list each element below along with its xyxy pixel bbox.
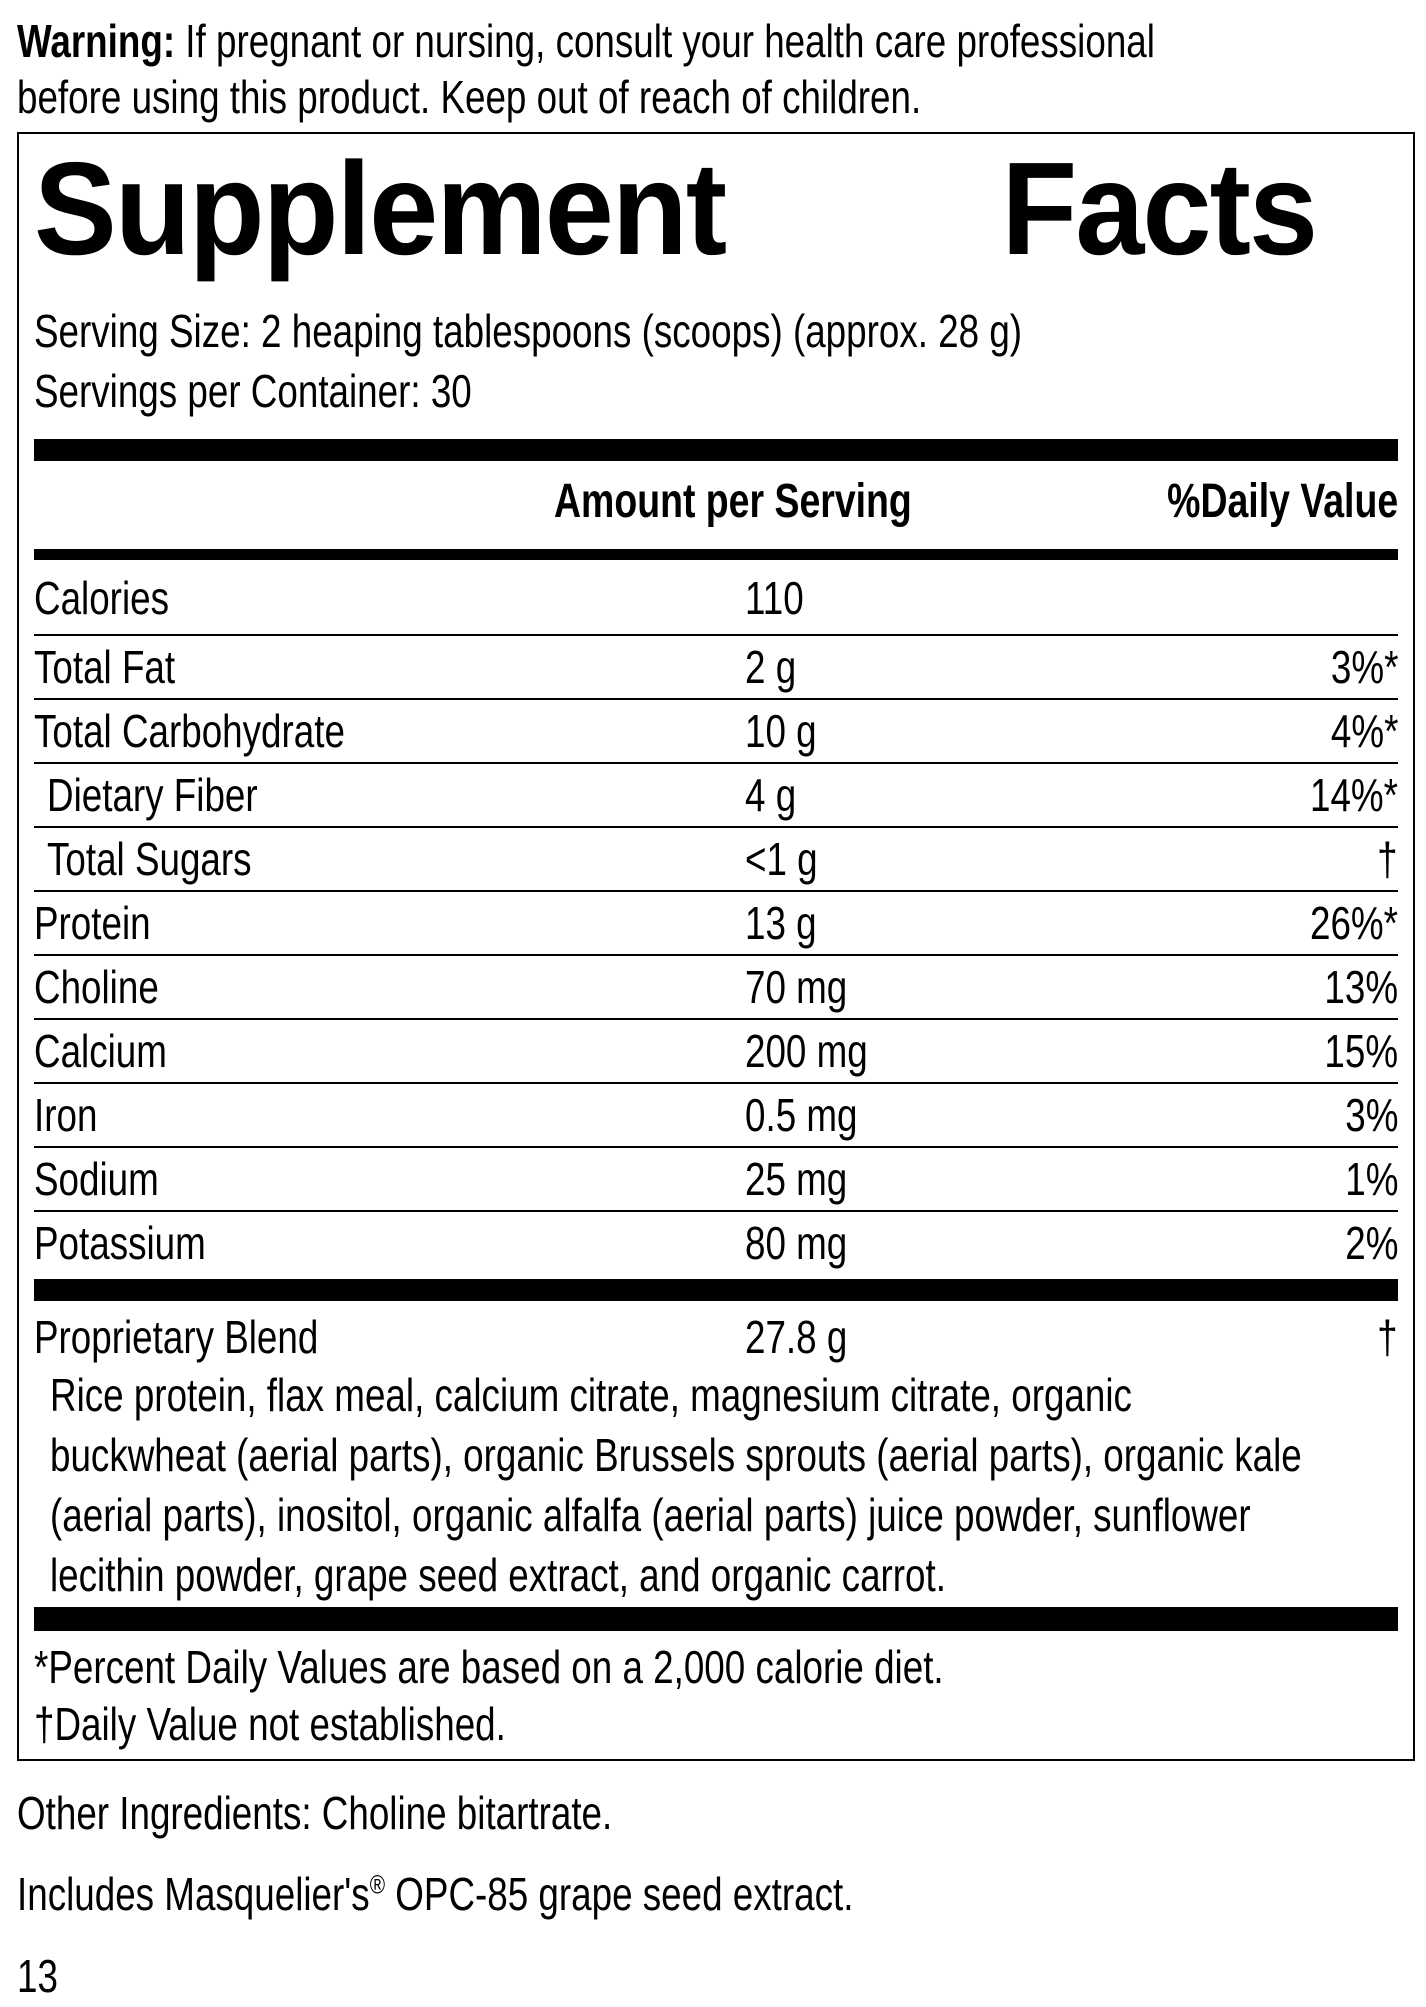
- registered-mark: ®: [369, 1869, 386, 1900]
- medium-divider: [34, 549, 1398, 560]
- thick-divider: [34, 1279, 1398, 1301]
- includes-note: Includes Masquelier's® OPC-85 grape seed…: [17, 1871, 853, 1917]
- nutrient-amount: 10 g: [745, 705, 817, 757]
- nutrient-daily-value: 1%: [1344, 1153, 1398, 1205]
- nutrient-name: Total Sugars: [47, 833, 252, 885]
- nutrient-name: Protein: [34, 897, 151, 949]
- ingredient-line: (aerial parts), inositol, organic alfalf…: [50, 1489, 1251, 1541]
- row-divider: [34, 762, 1398, 764]
- nutrient-daily-value: 3%*: [1330, 641, 1398, 693]
- nutrient-name: Choline: [34, 961, 159, 1013]
- supplement-facts-panel: Supplement Facts Serving Size: 2 heaping…: [17, 132, 1415, 1761]
- nutrient-amount: 70 mg: [745, 961, 848, 1013]
- title-word-facts: Facts: [1001, 134, 1318, 282]
- nutrient-amount: 0.5 mg: [745, 1089, 858, 1141]
- page-number: 13: [17, 1950, 58, 2002]
- ingredient-line: lecithin powder, grape seed extract, and…: [50, 1549, 946, 1601]
- nutrient-name: Total Fat: [34, 641, 176, 693]
- nutrient-daily-value: †: [1377, 833, 1398, 885]
- nutrient-name: Calcium: [34, 1025, 167, 1077]
- nutrient-daily-value: 15%: [1324, 1025, 1398, 1077]
- warning-text-1: If pregnant or nursing, consult your hea…: [185, 15, 1155, 67]
- nutrient-amount: 4 g: [745, 769, 797, 821]
- blend-daily-value: †: [1377, 1311, 1398, 1363]
- warning-line-1: Warning: If pregnant or nursing, consult…: [17, 18, 1155, 64]
- row-divider: [34, 890, 1398, 892]
- row-divider: [34, 954, 1398, 956]
- includes-text-rest: OPC-85 grape seed extract.: [385, 1868, 854, 1920]
- warning-line-2: before using this product. Keep out of r…: [17, 71, 922, 123]
- header-amount-per-serving: Amount per Serving: [554, 475, 912, 528]
- nutrient-daily-value: 4%*: [1330, 705, 1398, 757]
- row-divider: [34, 1018, 1398, 1020]
- nutrient-amount: 2 g: [745, 641, 797, 693]
- footnote-percent-dv: *Percent Daily Values are based on a 2,0…: [34, 1641, 944, 1693]
- serving-size: Serving Size: 2 heaping tablespoons (sco…: [34, 305, 1023, 357]
- row-divider: [34, 1210, 1398, 1212]
- ingredient-line: buckwheat (aerial parts), organic Brusse…: [50, 1429, 1302, 1481]
- nutrient-daily-value: 26%*: [1310, 897, 1398, 949]
- nutrient-name: Calories: [34, 571, 169, 624]
- row-divider: [34, 1082, 1398, 1084]
- blend-name: Proprietary Blend: [34, 1311, 319, 1363]
- row-divider: [34, 634, 1398, 636]
- nutrient-amount: <1 g: [745, 833, 818, 885]
- row-divider: [34, 1146, 1398, 1148]
- nutrient-name: Dietary Fiber: [47, 769, 258, 821]
- nutrient-amount: 25 mg: [745, 1153, 848, 1205]
- nutrient-daily-value: 2%: [1344, 1217, 1398, 1269]
- header-daily-value: %Daily Value: [1166, 475, 1398, 528]
- nutrient-amount: 80 mg: [745, 1217, 848, 1269]
- row-divider: [34, 698, 1398, 700]
- nutrient-daily-value: 14%*: [1310, 769, 1398, 821]
- servings-per-container: Servings per Container: 30: [34, 365, 472, 417]
- other-ingredients: Other Ingredients: Choline bitartrate.: [17, 1787, 613, 1839]
- includes-text: Includes Masquelier's: [17, 1868, 370, 1920]
- nutrient-amount: 13 g: [745, 897, 817, 949]
- blend-amount: 27.8 g: [745, 1311, 848, 1363]
- nutrient-daily-value: 3%: [1344, 1089, 1398, 1141]
- nutrient-name: Sodium: [34, 1153, 159, 1205]
- row-divider: [34, 826, 1398, 828]
- nutrient-name: Potassium: [34, 1217, 206, 1269]
- ingredient-line: Rice protein, flax meal, calcium citrate…: [50, 1369, 1132, 1421]
- thick-divider: [34, 439, 1398, 461]
- nutrient-amount: 200 mg: [745, 1025, 868, 1077]
- thick-divider: [34, 1607, 1398, 1631]
- footnote-dv-not-established: †Daily Value not established.: [34, 1698, 506, 1750]
- nutrient-name: Total Carbohydrate: [34, 705, 345, 757]
- title-word-supplement: Supplement: [34, 134, 727, 282]
- nutrient-name: Iron: [34, 1089, 98, 1141]
- nutrient-daily-value: 13%: [1324, 961, 1398, 1013]
- warning-label: Warning:: [17, 15, 176, 67]
- nutrient-amount: 110: [745, 571, 804, 624]
- panel-title: Supplement Facts: [34, 135, 1318, 282]
